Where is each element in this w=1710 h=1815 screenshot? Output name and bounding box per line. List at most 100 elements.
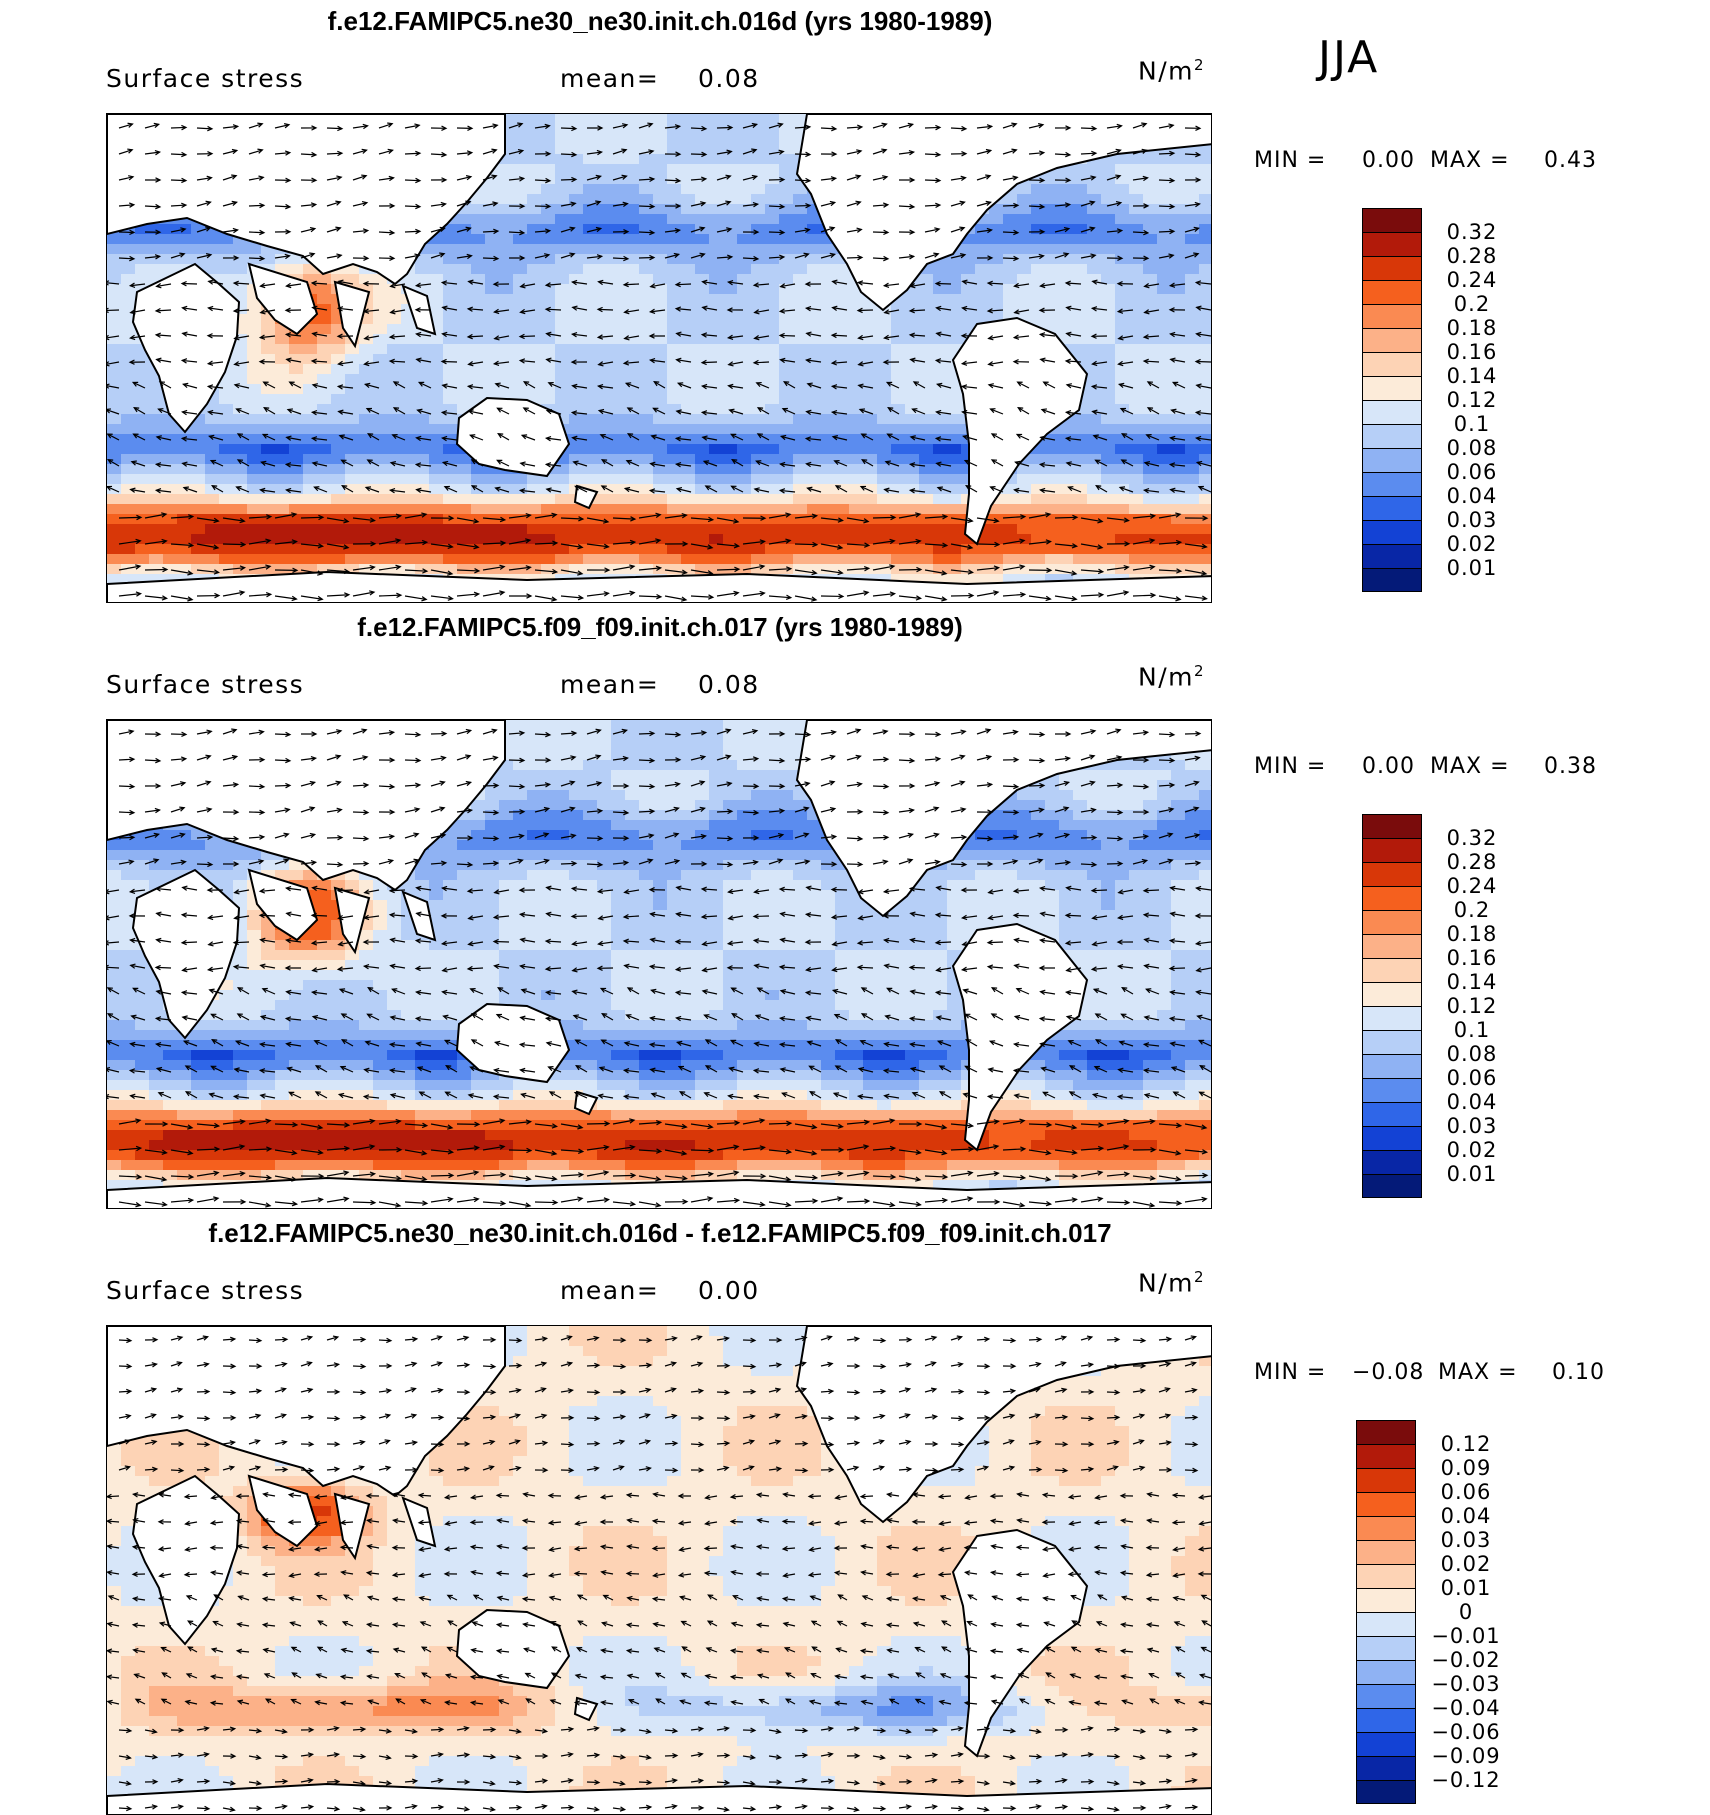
colorbar-tick-label: 0.16 (1446, 340, 1498, 364)
colorbar-tick-label: 0.12 (1446, 994, 1498, 1018)
panel-3-min-label: MIN = (1254, 1360, 1327, 1385)
colorbar-swatch (1362, 1054, 1422, 1078)
panel-2-variable-label: Surface stress (106, 670, 305, 699)
panel-3-map (106, 1325, 1212, 1815)
panel-3-mean-label: mean= (560, 1276, 660, 1305)
colorbar-swatch (1362, 472, 1422, 496)
colorbar-tick-label: 0.06 (1446, 1066, 1498, 1090)
panel-3-min-value: −0.08 (1352, 1360, 1425, 1385)
colorbar-swatch (1362, 328, 1422, 352)
colorbar-tick-label: 0.16 (1446, 946, 1498, 970)
colorbar-swatch (1356, 1564, 1416, 1588)
colorbar-tick-label: 0.18 (1446, 922, 1498, 946)
colorbar-tick-label: 0.04 (1440, 1504, 1492, 1528)
wind-stress-vectors (107, 1335, 1211, 1813)
colorbar-tick-label: −0.06 (1431, 1720, 1501, 1744)
wind-stress-vectors (107, 122, 1211, 602)
panel-3-variable-label: Surface stress (106, 1276, 305, 1305)
colorbar-swatch (1362, 496, 1422, 520)
wind-stress-vectors (107, 728, 1211, 1208)
colorbar-swatch (1356, 1756, 1416, 1780)
panel-3-units: N/m2 (1138, 1268, 1206, 1298)
colorbar-tick-label: 0.09 (1440, 1456, 1492, 1480)
colorbar-swatch (1362, 352, 1422, 376)
panel-1-units: N/m2 (1138, 56, 1206, 86)
colorbar-swatch (1362, 862, 1422, 886)
colorbar-swatch (1362, 1174, 1422, 1198)
colorbar-swatch (1356, 1732, 1416, 1756)
colorbar-frame (1356, 1420, 1416, 1804)
colorbar-swatch (1362, 520, 1422, 544)
colorbar-tick-label: −0.09 (1431, 1744, 1501, 1768)
panel-2-title: f.e12.FAMIPC5.f09_f09.init.ch.017 (yrs 1… (357, 612, 963, 642)
panel-1-mean-label: mean= (560, 64, 660, 93)
colorbar-swatch (1362, 1102, 1422, 1126)
panel-1-min-label: MIN = (1254, 148, 1327, 173)
colorbar-swatch (1356, 1636, 1416, 1660)
colorbar-swatch (1356, 1612, 1416, 1636)
colorbar-tick-label: 0.02 (1446, 532, 1498, 556)
panel-2-max-label: MAX = (1430, 754, 1510, 779)
colorbar-tick-label: 0.24 (1446, 874, 1498, 898)
colorbar-swatch (1362, 256, 1422, 280)
colorbar-tick-label: 0.01 (1446, 556, 1498, 580)
colorbar-tick-label: 0.06 (1446, 460, 1498, 484)
colorbar-tick-label: 0.01 (1446, 1162, 1498, 1186)
colorbar-swatch (1362, 1150, 1422, 1174)
colorbar-swatch (1362, 232, 1422, 256)
continents (107, 114, 1211, 602)
colorbar-tick-label: 0.03 (1446, 508, 1498, 532)
colorbar-tick-label: 0 (1458, 1600, 1474, 1624)
panel-2-min-value: 0.00 (1362, 754, 1415, 779)
colorbar-tick-label: 0.1 (1453, 412, 1491, 436)
colorbar-tick-label: 0.02 (1446, 1138, 1498, 1162)
colorbar-swatch (1362, 400, 1422, 424)
colorbar-swatch (1362, 304, 1422, 328)
colorbar-tick-label: 0.32 (1446, 826, 1498, 850)
colorbar-tick-label: 0.24 (1446, 268, 1498, 292)
panel-1-mean-value: 0.08 (698, 64, 760, 93)
colorbar-swatch (1362, 910, 1422, 934)
panel-2-min-label: MIN = (1254, 754, 1327, 779)
colorbar-tick-label: 0.32 (1446, 220, 1498, 244)
colorbar-frame (1362, 208, 1422, 592)
colorbar-swatch (1356, 1780, 1416, 1804)
colorbar-swatch (1362, 934, 1422, 958)
panel-2-map-svg (107, 720, 1211, 1208)
colorbar-tick-label: 0.08 (1446, 1042, 1498, 1066)
colorbar-tick-label: 0.12 (1446, 388, 1498, 412)
panel-3-max-value: 0.10 (1552, 1360, 1605, 1385)
colorbar-tick-label: 0.04 (1446, 1090, 1498, 1114)
colorbar-tick-label: 0.12 (1440, 1432, 1492, 1456)
colorbar-swatch (1362, 838, 1422, 862)
colorbar-swatch (1362, 1126, 1422, 1150)
colorbar-tick-label: 0.03 (1440, 1528, 1492, 1552)
panel-3-max-label: MAX = (1438, 1360, 1518, 1385)
colorbar-swatch (1362, 448, 1422, 472)
colorbar-swatch (1362, 424, 1422, 448)
colorbar-swatch (1362, 958, 1422, 982)
season-label: JJA (1318, 32, 1380, 83)
panel-3-map-svg (107, 1326, 1211, 1814)
colorbar-tick-label: 0.03 (1446, 1114, 1498, 1138)
colorbar-frame (1362, 814, 1422, 1198)
colorbar-tick-label: 0.14 (1446, 970, 1498, 994)
colorbar-swatch (1362, 280, 1422, 304)
colorbar-tick-label: 0.28 (1446, 244, 1498, 268)
colorbar-swatch (1356, 1588, 1416, 1612)
colorbar-swatch (1356, 1540, 1416, 1564)
colorbar-swatch (1362, 1006, 1422, 1030)
colorbar-tick-label: 0.28 (1446, 850, 1498, 874)
colorbar-swatch (1362, 1030, 1422, 1054)
colorbar-tick-label: 0.1 (1453, 1018, 1491, 1042)
panel-1-title: f.e12.FAMIPC5.ne30_ne30.init.ch.016d (yr… (327, 6, 993, 36)
colorbar-tick-label: 0.2 (1453, 898, 1491, 922)
colorbar-swatch (1356, 1660, 1416, 1684)
colorbar-tick-label: 0.04 (1446, 484, 1498, 508)
colorbar-tick-label: −0.03 (1431, 1672, 1501, 1696)
panel-3-title: f.e12.FAMIPC5.ne30_ne30.init.ch.016d - f… (208, 1218, 1112, 1248)
panel-2-mean-value: 0.08 (698, 670, 760, 699)
panel-2-units: N/m2 (1138, 662, 1206, 692)
colorbar-swatch (1362, 1078, 1422, 1102)
colorbar-tick-label: 0.06 (1440, 1480, 1492, 1504)
